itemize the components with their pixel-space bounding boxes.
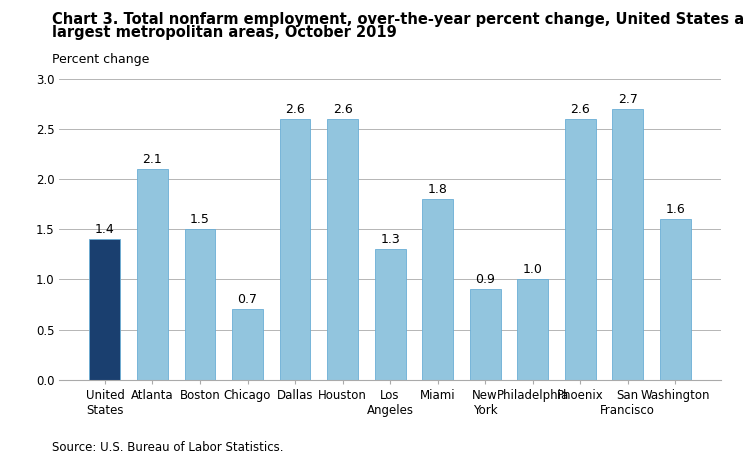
- Bar: [232, 309, 263, 380]
- Text: 0.7: 0.7: [238, 294, 258, 307]
- Text: 2.6: 2.6: [571, 103, 590, 116]
- Bar: [89, 239, 120, 380]
- Bar: [374, 249, 406, 380]
- Text: 0.9: 0.9: [476, 273, 495, 286]
- Bar: [422, 199, 453, 380]
- Text: 1.0: 1.0: [523, 263, 542, 276]
- Bar: [470, 289, 501, 380]
- Bar: [565, 119, 596, 380]
- Text: Chart 3. Total nonfarm employment, over-the-year percent change, United States a: Chart 3. Total nonfarm employment, over-…: [52, 12, 743, 26]
- Bar: [327, 119, 358, 380]
- Text: largest metropolitan areas, October 2019: largest metropolitan areas, October 2019: [52, 25, 397, 40]
- Text: 2.6: 2.6: [285, 103, 305, 116]
- Bar: [517, 279, 548, 380]
- Bar: [279, 119, 311, 380]
- Text: 1.4: 1.4: [95, 223, 115, 236]
- Text: 1.3: 1.3: [380, 233, 400, 246]
- Text: 1.5: 1.5: [190, 213, 210, 226]
- Bar: [137, 169, 168, 380]
- Text: 1.8: 1.8: [428, 183, 447, 196]
- Text: 1.6: 1.6: [665, 203, 685, 216]
- Bar: [612, 109, 643, 380]
- Bar: [660, 219, 691, 380]
- Text: Source: U.S. Bureau of Labor Statistics.: Source: U.S. Bureau of Labor Statistics.: [52, 441, 284, 454]
- Text: 2.6: 2.6: [333, 103, 352, 116]
- Bar: [184, 229, 215, 380]
- Text: Percent change: Percent change: [52, 53, 149, 66]
- Text: 2.7: 2.7: [617, 93, 637, 106]
- Text: 2.1: 2.1: [143, 153, 162, 166]
